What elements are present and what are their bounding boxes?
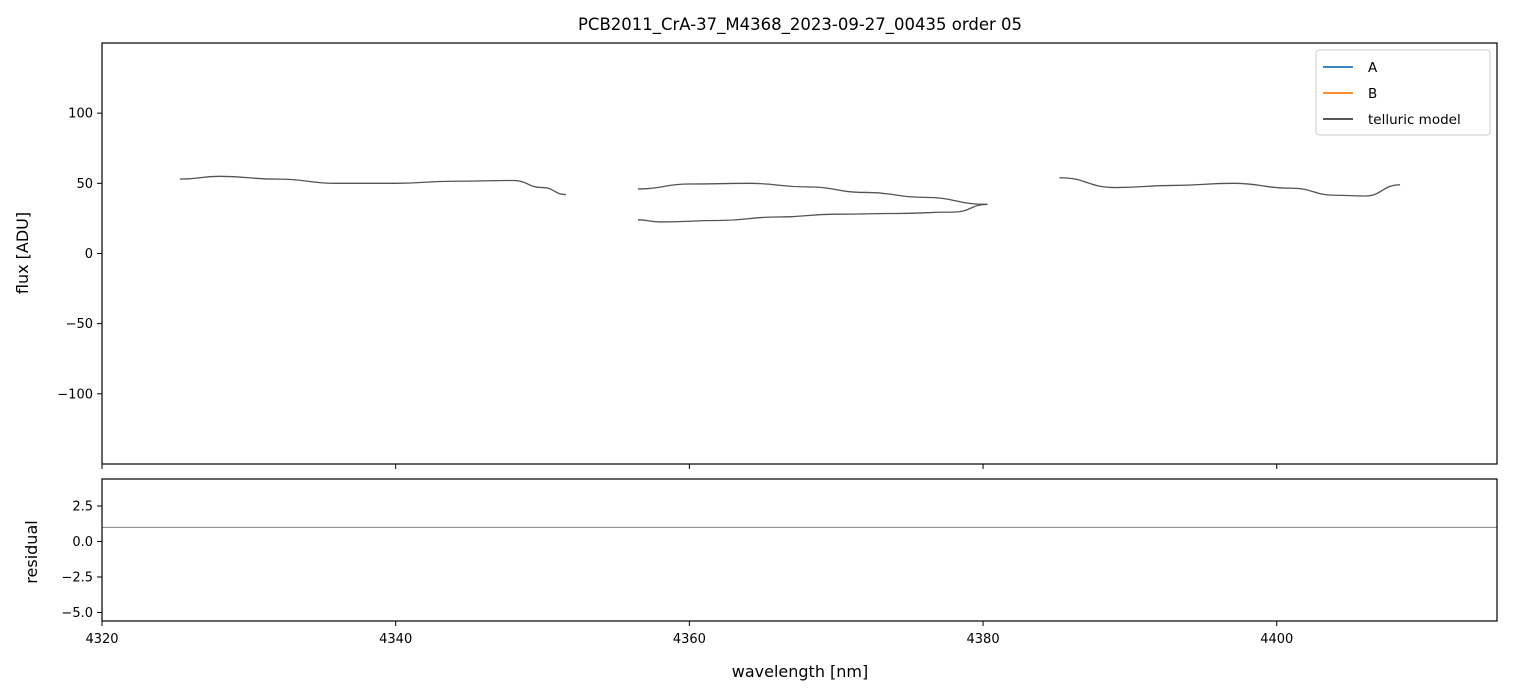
legend-label-b: B	[1368, 86, 1377, 102]
series-telluric-model-curve-3	[637, 203, 988, 223]
top-y-axis-label: flux [ADU]	[13, 212, 32, 294]
top-plot-area	[179, 175, 1401, 223]
legend-label-telluric: telluric model	[1368, 112, 1461, 128]
bottom-x-tick-label: 4360	[673, 632, 706, 647]
top-y-tick-label: −50	[66, 317, 93, 332]
top-y-tick-label: 100	[68, 107, 93, 122]
bottom-x-tick-label: 4400	[1260, 632, 1293, 647]
bottom-x-ticks: 4320 4340 4360 4380 4400	[85, 621, 1293, 647]
chart-title: PCB2011_CrA-37_M4368_2023-09-27_00435 or…	[578, 15, 1022, 35]
bottom-x-tick-label: 4340	[379, 632, 412, 647]
bottom-y-tick-label: 2.5	[72, 499, 93, 514]
bottom-x-tick-label: 4320	[85, 632, 118, 647]
top-y-tick-label: −100	[57, 387, 93, 402]
bottom-y-tick-label: −2.5	[61, 570, 93, 585]
x-axis-label: wavelength [nm]	[732, 662, 869, 681]
bottom-y-tick-label: 0.0	[72, 535, 93, 550]
series-telluric-model-curve-1	[179, 175, 567, 196]
bottom-plot-area	[102, 526, 1497, 528]
series-telluric-model-curve-4	[1059, 177, 1401, 197]
top-y-tick-label: 0	[85, 247, 93, 262]
top-x-ticks	[101, 464, 1278, 469]
bottom-x-tick-label: 4380	[967, 632, 1000, 647]
bottom-axes-frame	[101, 478, 1498, 622]
top-y-ticks: 100 50 0 −50 −100	[57, 107, 102, 402]
legend-label-a: A	[1368, 60, 1378, 76]
bottom-y-axis-label: residual	[22, 520, 41, 583]
legend-box	[1315, 49, 1491, 136]
top-axes-frame	[101, 42, 1498, 465]
top-y-tick-label: 50	[76, 177, 93, 192]
legend: A B telluric model	[1315, 49, 1491, 136]
bottom-y-ticks: 2.5 0.0 −2.5 −5.0	[61, 499, 102, 621]
bottom-y-tick-label: −5.0	[61, 606, 93, 621]
series-telluric-model-curve-2	[637, 182, 988, 206]
